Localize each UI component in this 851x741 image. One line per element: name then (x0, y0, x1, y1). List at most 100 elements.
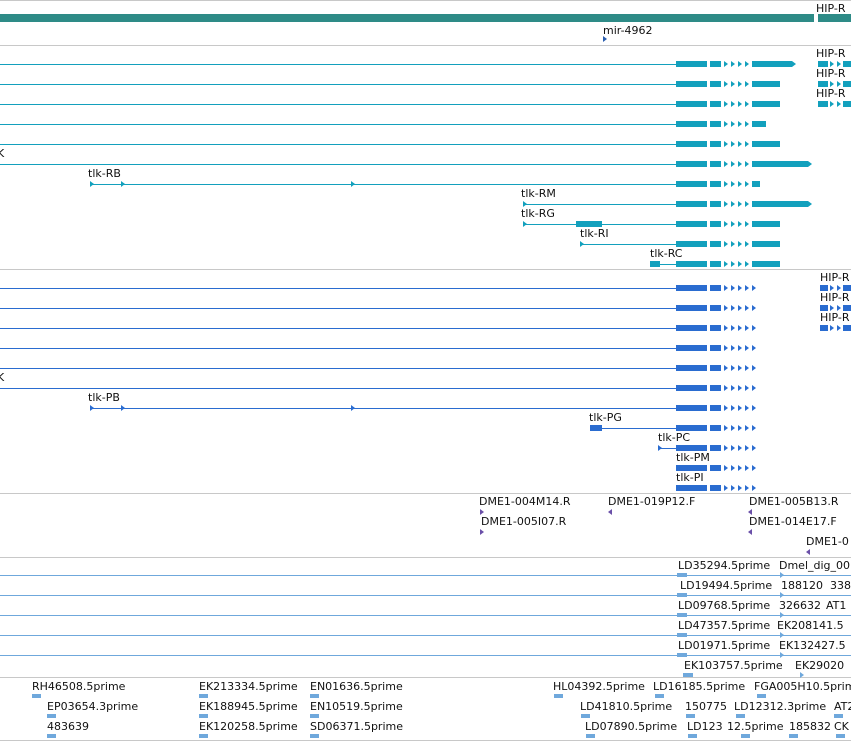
cdna-label-3a[interactable]: 483639 (47, 720, 89, 733)
protein-row-3-chev-3 (745, 345, 749, 351)
cdna-label-1a[interactable]: RH46508.5prime (32, 680, 126, 693)
clone-marker-3 (748, 509, 752, 515)
protein-tlk-pb-label[interactable]: tlk-PB (88, 391, 120, 404)
protein-hip-r-label-1[interactable]: HIP-R (820, 271, 850, 284)
est-label-4a[interactable]: LD47357.5prime (678, 619, 771, 632)
transcript-tlk-rb-label[interactable]: tlk-RB (88, 167, 121, 180)
est-label-4b[interactable]: EK208141.5 (777, 619, 844, 632)
clone-label-1[interactable]: DME1-004M14.R (479, 495, 571, 508)
clone-marker-1 (480, 509, 484, 515)
transcript-row-0-end-arrow (792, 61, 796, 67)
protein-row-6-exon-a (676, 405, 707, 411)
transcript-row-4-exon-b (710, 141, 721, 147)
clone-label-5[interactable]: DME1-014E17.F (749, 515, 837, 528)
est-label-6b[interactable]: EK29020 (795, 659, 845, 672)
gene-mir-4962-label[interactable]: mir-4962 (603, 24, 653, 37)
clone-label-3[interactable]: DME1-005B13.R (749, 495, 839, 508)
transcript-tlk-rm-label[interactable]: tlk-RM (521, 187, 556, 200)
est-label-5b[interactable]: EK132427.5 (779, 639, 846, 652)
protein-row-10-chev-0 (724, 485, 728, 491)
est-label-6a[interactable]: EK103757.5prime (684, 659, 783, 672)
est-label-2a[interactable]: LD19494.5prime (680, 579, 773, 592)
protein-tlk-pm-label[interactable]: tlk-PM (676, 451, 710, 464)
hip-r-transcript-2-exon (818, 101, 828, 107)
protein-hip-r-label-2[interactable]: HIP-R (820, 291, 850, 304)
transcript-tlk-ri-label[interactable]: tlk-RI (580, 227, 609, 240)
protein-row-6-chev-3 (745, 405, 749, 411)
transcript-row-9-chev-0 (724, 241, 728, 247)
protein-row-10-chev-1 (731, 485, 735, 491)
transcript-row-4-exon-a (676, 141, 707, 147)
cdna-label-2c[interactable]: EN10519.5prime (310, 700, 403, 713)
cdna-label-3b[interactable]: EK120258.5prime (199, 720, 298, 733)
cdna-marker-13 (47, 734, 56, 738)
clone-label-4[interactable]: DME1-005I07.R (481, 515, 567, 528)
protein-row-8-chev-0 (724, 445, 728, 451)
transcript-tlk-rc-label[interactable]: tlk-RC (650, 247, 683, 260)
transcript-row-2-exon-tail (752, 101, 780, 107)
transcript-row-10-chev-1 (731, 261, 735, 267)
transcript-hip-r-label-1[interactable]: HIP-R (816, 47, 846, 60)
protein-row-5-exon-b (710, 385, 721, 391)
transcript-tlk-rg-label[interactable]: tlk-RG (521, 207, 555, 220)
est-exon-1a (677, 593, 687, 597)
est-label-3a[interactable]: LD09768.5prime (678, 599, 771, 612)
cdna-label-2b[interactable]: EK188945.5prime (199, 700, 298, 713)
protein-row-5-chev-2 (738, 385, 742, 391)
cdna-label-3e[interactable]: LD123 (687, 720, 723, 733)
cdna-label-2d[interactable]: LD41810.5prime (580, 700, 673, 713)
est-label-2c[interactable]: 338 (830, 579, 851, 592)
cdna-label-3d[interactable]: LD07890.5prime (585, 720, 678, 733)
cdna-label-2f[interactable]: LD12312.3prime (734, 700, 827, 713)
transcript-hip-r-label-2[interactable]: HIP-R (816, 67, 846, 80)
cdna-label-3h[interactable]: CK (834, 720, 849, 733)
protein-tlk-pc-label[interactable]: tlk-PC (658, 431, 691, 444)
cdna-label-1b[interactable]: EK213334.5prime (199, 680, 298, 693)
protein-row-0-chev-1 (731, 285, 735, 291)
transcript-row-10-exon-a (676, 261, 707, 267)
cdna-label-3f[interactable]: 12.5prime (727, 720, 784, 733)
est-label-3c[interactable]: AT1 (826, 599, 847, 612)
transcript-row-3-chev-3 (745, 121, 749, 127)
transcript-row-5-chev-3 (745, 161, 749, 167)
est-label-2b[interactable]: 188120 (781, 579, 823, 592)
transcript-row-0-exon-b (710, 61, 721, 67)
protein-row-9-exon-b (710, 465, 721, 471)
protein-row-9-chev-4 (752, 465, 756, 471)
clone-label-2[interactable]: DME1-019P12.F (608, 495, 696, 508)
transcript-row-6-chev-3 (745, 181, 749, 187)
protein-hip-r-label-3[interactable]: HIP-R (820, 311, 850, 324)
transcript-row-9-exon-a (676, 241, 707, 247)
cdna-label-2g[interactable]: AT2 (834, 700, 851, 713)
est-label-5a[interactable]: LD01971.5prime (678, 639, 771, 652)
est-label-3b[interactable]: 326632 (779, 599, 821, 612)
est-label-1b[interactable]: Dmel_dig_00 (779, 559, 851, 572)
transcript-row-4-chev-0 (724, 141, 728, 147)
transcript-hip-r-label-3[interactable]: HIP-R (816, 87, 846, 100)
cdna-label-1f[interactable]: FGA005H10.5prime (754, 680, 851, 693)
est-label-1a[interactable]: LD35294.5prime (678, 559, 771, 572)
protein-truncated-label: K (0, 371, 5, 384)
transcript-row-5-exon-tail (752, 161, 808, 167)
cdna-label-2a[interactable]: EP03654.3prime (47, 700, 139, 713)
protein-tlk-pi-label[interactable]: tlk-PI (676, 471, 704, 484)
transcript-row-8-chev-2 (738, 221, 742, 227)
protein-row-9-chev-2 (738, 465, 742, 471)
cdna-label-2e[interactable]: 150775 (685, 700, 727, 713)
gene-hip-r-label[interactable]: HIP-R (816, 2, 846, 15)
cdna-label-1c[interactable]: EN01636.5prime (310, 680, 403, 693)
protein-tlk-pg-label[interactable]: tlk-PG (589, 411, 622, 424)
cdna-label-1d[interactable]: HL04392.5prime (553, 680, 645, 693)
protein-row-10-chev-2 (738, 485, 742, 491)
transcript-row-6-chev-0 (724, 181, 728, 187)
transcript-row-5-chev-0 (724, 161, 728, 167)
protein-row-3-exon-b (710, 345, 721, 351)
protein-row-4-exon-b (710, 365, 721, 371)
cdna-label-3c[interactable]: SD06371.5prime (310, 720, 403, 733)
transcript-row-7-exon-b (710, 201, 721, 207)
transcript-row-8-chev-1 (731, 221, 735, 227)
cdna-label-1e[interactable]: LD16185.5prime (653, 680, 746, 693)
clone-label-6[interactable]: DME1-0 (806, 535, 849, 548)
cdna-label-3g[interactable]: 185832 (789, 720, 831, 733)
